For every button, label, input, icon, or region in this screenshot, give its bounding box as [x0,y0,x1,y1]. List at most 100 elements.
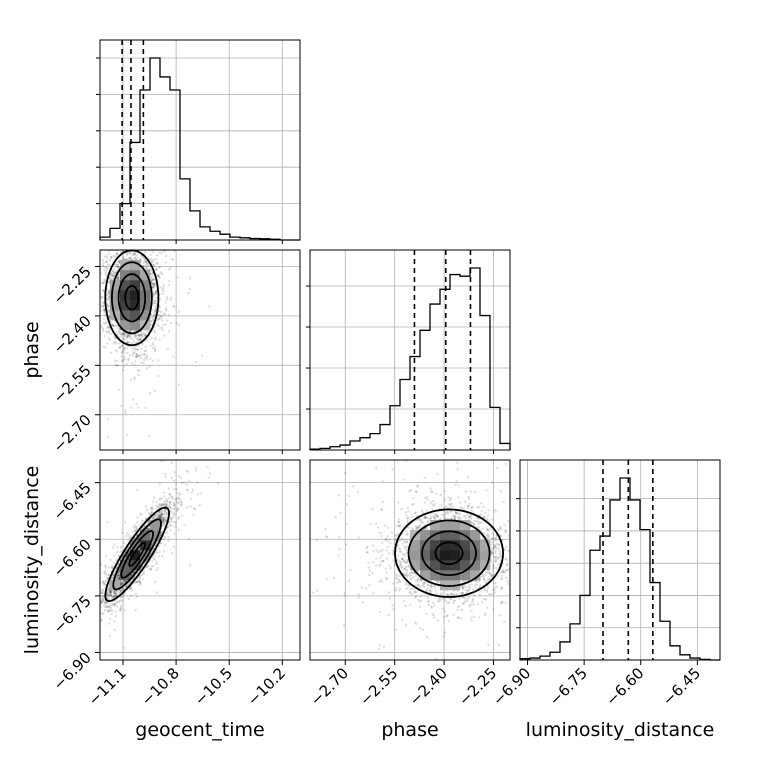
sample-point [40,254,42,256]
sample-point [110,566,114,570]
sample-point [177,229,179,231]
sample-point [159,516,162,519]
sample-point [177,507,180,511]
sample-point [157,324,161,328]
sample-point [158,217,160,219]
sample-point [125,335,129,338]
sample-point [160,513,164,516]
sample-point [135,235,137,237]
sample-point [124,580,127,583]
sample-point [158,338,161,341]
sample-point [148,365,151,368]
sample-point [103,279,107,282]
sample-point [110,577,114,580]
sample-point [162,538,165,541]
sample-point [91,615,93,617]
sample-point [105,229,107,231]
sample-point [116,276,120,279]
sample-point [108,603,111,606]
sample-point [176,508,179,512]
sample-point [136,348,139,351]
sample-point [142,261,145,265]
sample-point [145,265,149,269]
sample-point [106,577,110,580]
sample-point [93,293,95,295]
sample-point [106,342,109,345]
sample-point [117,571,120,574]
sample-point [120,588,123,592]
sample-point [100,272,103,275]
sample-point [132,525,135,529]
sample-point [174,482,178,485]
sample-point [119,332,122,336]
sample-point [157,313,160,317]
sample-point [100,612,103,615]
sample-point [135,333,138,336]
sample-point [145,241,147,243]
sample-point [102,304,106,307]
sample-point [117,259,121,263]
sample-point [158,502,161,506]
sample-point [149,244,151,246]
sample-point [125,237,127,239]
sample-point [116,231,118,233]
sample-point [206,466,209,469]
sample-point [160,517,163,520]
sample-point [153,305,157,309]
sample-point [102,603,106,607]
sample-point [174,513,177,516]
sample-point [162,517,166,521]
sample-point [106,418,110,421]
sample-point [150,507,154,510]
sample-point [153,237,155,239]
sample-point [135,580,138,583]
sample-point [138,577,142,580]
sample-point [161,292,164,296]
sample-point [169,266,172,269]
sample-point [109,255,113,259]
sample-point [158,266,161,269]
sample-point [159,531,163,534]
sample-point [154,338,157,341]
sample-point [122,587,126,591]
sample-point [101,258,105,262]
sample-point [159,515,163,519]
sample-point [164,475,168,478]
sample-point [177,383,181,386]
sample-point [120,583,123,586]
sample-point [101,282,104,285]
sample-point [87,296,89,298]
sample-point [119,581,123,584]
sample-point [108,330,111,333]
sample-point [136,254,139,257]
sample-point [123,646,126,650]
density-cell [140,270,151,281]
sample-point [115,252,119,255]
sample-point [115,192,117,194]
sample-point [162,550,166,553]
sample-point [109,592,112,596]
sample-point [115,252,119,256]
sample-point [159,286,162,289]
sample-point [106,303,109,306]
sample-point [125,225,127,227]
sample-point [139,361,143,364]
sample-point [131,572,135,575]
sample-point [131,247,133,249]
sample-point [177,324,181,327]
sample-point [170,495,174,498]
sample-point [117,573,121,577]
sample-point [136,521,139,524]
sample-point [107,325,110,328]
sample-point [155,304,158,308]
sample-point [114,255,117,258]
sample-point [226,428,228,430]
sample-point [143,246,145,248]
sample-point [108,590,111,594]
sample-point [134,334,137,337]
sample-point [154,310,157,313]
sample-point [101,326,104,329]
sample-point [120,545,123,548]
sample-point [127,558,131,561]
sample-point [113,543,116,546]
